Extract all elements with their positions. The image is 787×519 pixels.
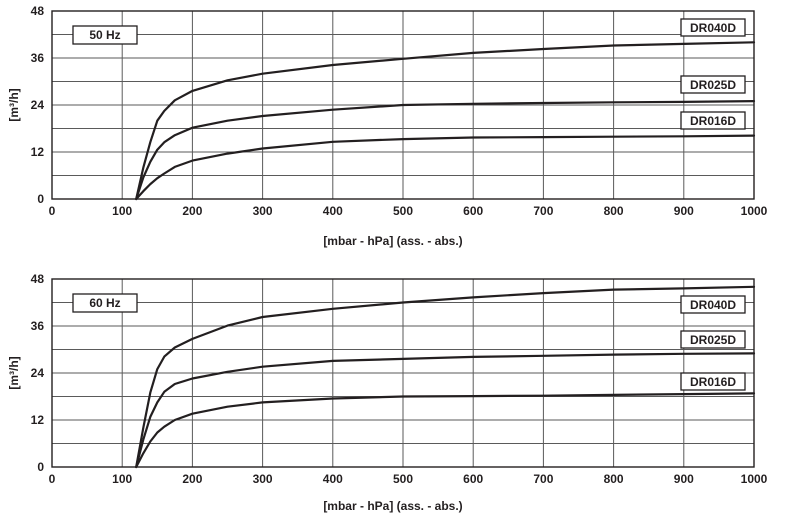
x-tick-label: 100 xyxy=(112,204,132,218)
frequency-label: 50 Hz xyxy=(89,28,120,42)
chart-50hz: 0 100 200 300 400 500 600 700 800 900 1000 0 12 24 36 4… xyxy=(7,4,768,248)
x-tick-label: 500 xyxy=(393,204,413,218)
series-label-dr040d: DR040D xyxy=(690,21,736,35)
x-tick-label: 400 xyxy=(323,204,343,218)
series-label-box xyxy=(680,330,746,349)
series-label-dr016d: DR016D xyxy=(690,375,736,389)
x-tick-label: 700 xyxy=(533,204,553,218)
series-label-box xyxy=(680,111,746,130)
x-tick-label: 600 xyxy=(463,472,483,486)
y-tick-label: 36 xyxy=(31,319,45,333)
x-tick-label: 800 xyxy=(604,472,624,486)
series-label-box xyxy=(680,75,746,94)
series-line-dr016d xyxy=(135,392,756,469)
x-tick-label: 900 xyxy=(674,472,694,486)
x-tick-label: 400 xyxy=(323,472,343,486)
series-label-box xyxy=(680,295,746,314)
y-tick-label: 12 xyxy=(31,145,45,159)
series-label-dr025d: DR025D xyxy=(690,333,736,347)
x-tick-label: 200 xyxy=(182,472,202,486)
y-tick-label: 36 xyxy=(31,51,45,65)
y-tick-label: 0 xyxy=(37,460,44,474)
y-axis-title: [m³/h] xyxy=(7,88,21,121)
y-tick-label: 48 xyxy=(31,272,45,286)
x-axis-title: [mbar - hPa] (ass. - abs.) xyxy=(323,234,462,248)
series-label-box xyxy=(680,18,746,37)
plot-frame xyxy=(51,10,755,200)
y-tick-label: 48 xyxy=(31,4,45,18)
plot-frame xyxy=(51,278,755,468)
series-label-dr040d: DR040D xyxy=(690,298,736,312)
series-line-dr016d xyxy=(135,134,756,201)
series-label-dr016d: DR016D xyxy=(690,114,736,128)
y-tick-label: 24 xyxy=(31,366,45,380)
y-tick-label: 0 xyxy=(37,192,44,206)
x-axis-title: [mbar - hPa] (ass. - abs.) xyxy=(323,499,462,513)
x-tick-label: 800 xyxy=(604,204,624,218)
x-tick-label: 900 xyxy=(674,204,694,218)
x-tick-label: 200 xyxy=(182,204,202,218)
x-tick-label: 0 xyxy=(49,472,56,486)
series-label-box xyxy=(680,372,746,391)
x-tick-label: 600 xyxy=(463,204,483,218)
x-tick-label: 1000 xyxy=(741,204,768,218)
x-tick-label: 300 xyxy=(253,204,273,218)
series-line-dr040d xyxy=(135,41,756,201)
x-tick-label: 700 xyxy=(533,472,553,486)
frequency-label: 60 Hz xyxy=(89,296,120,310)
series-line-dr025d xyxy=(135,352,756,469)
y-axis-title: [m³/h] xyxy=(7,356,21,389)
frequency-label-box xyxy=(72,25,138,45)
x-tick-label: 500 xyxy=(393,472,413,486)
series-line-dr025d xyxy=(135,100,756,201)
frequency-label-box xyxy=(72,293,138,313)
x-tick-label: 1000 xyxy=(741,472,768,486)
y-tick-label: 24 xyxy=(31,98,45,112)
series-label-dr025d: DR025D xyxy=(690,78,736,92)
series-line-dr040d xyxy=(135,285,756,469)
x-tick-label: 300 xyxy=(253,472,273,486)
x-tick-label: 100 xyxy=(112,472,132,486)
y-tick-label: 12 xyxy=(31,413,45,427)
x-tick-label: 0 xyxy=(49,204,56,218)
chart-60hz: 0 100 200 300 400 500 600 700 800 900 1000 0 12 24 36 4… xyxy=(7,272,768,513)
